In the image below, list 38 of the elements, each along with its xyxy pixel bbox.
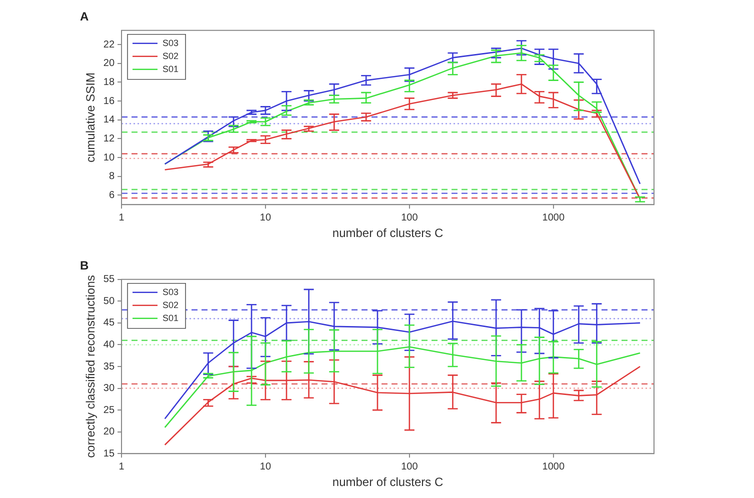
legend-label: S01 <box>162 64 179 74</box>
legend-label: S03 <box>162 286 179 297</box>
y-tick-label: 14 <box>103 114 115 126</box>
y-tick-label: 20 <box>103 426 115 438</box>
y-tick-label: 45 <box>103 318 115 329</box>
x-tick-label: 1 <box>118 461 125 472</box>
y-tick-label: 6 <box>108 190 115 201</box>
y-tick-label: 12 <box>103 133 115 144</box>
y-tick-label: 50 <box>103 296 115 307</box>
x-tick-label: 1000 <box>542 461 565 472</box>
x-tick-label: 10 <box>260 212 272 224</box>
legend-label: S02 <box>162 50 179 61</box>
y-tick-label: 18 <box>103 76 115 88</box>
x-tick-label: 1000 <box>542 212 565 224</box>
x-tick-label: 100 <box>401 461 418 472</box>
chart-title: A <box>80 10 89 24</box>
y-tick-label: 35 <box>103 361 115 372</box>
legend-label: S02 <box>162 300 179 310</box>
y-tick-label: 25 <box>103 404 115 416</box>
x-tick-label: 10 <box>260 461 272 472</box>
y-tick-label: 15 <box>103 448 115 460</box>
legend-label: S01 <box>162 312 179 323</box>
y-tick-label: 40 <box>103 339 115 350</box>
y-axis-title: cumulative SSIM <box>84 72 98 163</box>
y-axis-title: correctly classified reconstructions <box>84 275 98 458</box>
y-tick-label: 16 <box>103 96 115 107</box>
y-tick-label: 30 <box>103 383 115 394</box>
chart-title: B <box>80 258 89 273</box>
y-tick-label: 22 <box>103 39 115 50</box>
x-axis-title: number of clusters C <box>332 226 444 240</box>
x-tick-label: 100 <box>401 212 418 224</box>
x-tick-label: 1 <box>118 212 125 224</box>
legend-label: S03 <box>162 38 179 48</box>
y-tick-label: 10 <box>103 152 115 164</box>
y-tick-label: 8 <box>108 171 115 182</box>
y-tick-label: 20 <box>103 58 115 70</box>
x-axis-title: number of clusters C <box>332 475 444 490</box>
y-tick-label: 55 <box>103 274 115 286</box>
